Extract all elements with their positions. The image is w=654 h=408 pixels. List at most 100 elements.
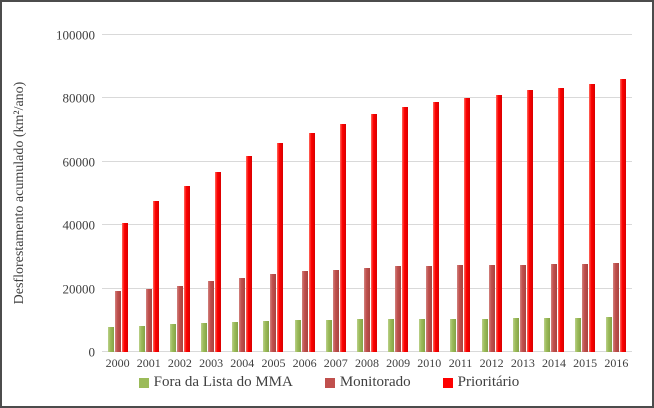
- bar-group-2008: [356, 35, 377, 352]
- bar-fora-da-lista-do-mma-2008: [356, 319, 363, 352]
- x-tick-label-2002: 2002: [167, 356, 192, 370]
- bar-group-2016: [606, 35, 627, 352]
- bar-group-2015: [575, 35, 596, 352]
- bar-fora-da-lista-do-mma-2014: [543, 318, 550, 352]
- y-tick-label-0: 0: [88, 344, 96, 360]
- x-axis-tick-labels: 2000 2001 2002 2003 2004 2005 2006 2007 2008 2009…: [102, 356, 632, 371]
- legend-item-monitorado: Monitorado: [324, 374, 411, 391]
- bar-fora-da-lista-do-mma-2009: [388, 319, 395, 352]
- bar-monitorado-2004: [239, 277, 246, 352]
- bar-fora-da-lista-do-mma-2002: [169, 324, 176, 352]
- bar-group-2012: [481, 35, 502, 352]
- bars-row: [102, 35, 632, 352]
- y-tick-label-80000: 80000: [62, 90, 96, 106]
- bar-group-2007: [325, 35, 346, 352]
- legend-label: Monitorado: [339, 374, 411, 390]
- y-tick-label-40000: 40000: [62, 217, 96, 233]
- bar-monitorado-2012: [488, 264, 495, 352]
- gridline-80000: [102, 97, 632, 99]
- bar-group-2001: [138, 35, 159, 352]
- bar-prioritario-2005: [277, 142, 284, 352]
- legend: Fora da Lista do MMA Monitorado Prioritári…: [2, 374, 652, 391]
- x-tick-label-2000: 2000: [105, 356, 130, 370]
- bar-fora-da-lista-do-mma-2004: [232, 321, 239, 352]
- legend-item-prioritario: Prioritário: [442, 374, 519, 391]
- bar-prioritario-2011: [464, 97, 471, 352]
- x-tick-label-2004: 2004: [230, 356, 255, 370]
- bar-group-2011: [450, 35, 471, 352]
- bar-prioritario-2003: [215, 171, 222, 352]
- bar-prioritario-2008: [370, 113, 377, 352]
- gridline-40000: [102, 224, 632, 226]
- bar-group-2002: [169, 35, 190, 352]
- bar-fora-da-lista-do-mma-2005: [263, 320, 270, 352]
- bar-fora-da-lista-do-mma-2012: [481, 318, 488, 352]
- x-tick-label-2009: 2009: [386, 356, 411, 370]
- bar-fora-da-lista-do-mma-2016: [606, 317, 613, 352]
- bar-fora-da-lista-do-mma-2003: [201, 323, 208, 352]
- x-tick-label-2013: 2013: [510, 356, 535, 370]
- bar-fora-da-lista-do-mma-2007: [325, 319, 332, 352]
- bar-fora-da-lista-do-mma-2010: [419, 318, 426, 352]
- bar-monitorado-2000: [114, 290, 121, 352]
- bar-monitorado-2006: [301, 271, 308, 352]
- bar-monitorado-2016: [613, 262, 620, 352]
- bar-fora-da-lista-do-mma-2001: [138, 326, 145, 352]
- bar-prioritario-2000: [121, 223, 128, 352]
- bar-group-2000: [107, 35, 128, 352]
- legend-swatch-icon: [324, 377, 335, 388]
- x-tick-label-2011: 2011: [448, 356, 473, 370]
- bar-monitorado-2008: [363, 268, 370, 352]
- bar-prioritario-2006: [308, 132, 315, 352]
- bar-group-2003: [201, 35, 222, 352]
- bar-monitorado-2002: [176, 286, 183, 352]
- bar-prioritario-2009: [402, 106, 409, 352]
- bar-fora-da-lista-do-mma-2013: [512, 318, 519, 352]
- y-tick-label-60000: 60000: [62, 154, 96, 170]
- plot-area: [102, 34, 632, 352]
- bar-prioritario-2016: [620, 78, 627, 352]
- bar-monitorado-2007: [332, 269, 339, 352]
- y-tick-label-20000: 20000: [62, 281, 96, 297]
- gridline-60000: [102, 160, 632, 162]
- bar-prioritario-2004: [246, 155, 253, 352]
- bar-group-2009: [388, 35, 409, 352]
- bar-prioritario-2001: [152, 200, 159, 352]
- bar-group-2013: [512, 35, 533, 352]
- x-tick-label-2015: 2015: [573, 356, 598, 370]
- bar-prioritario-2013: [526, 90, 533, 352]
- bar-monitorado-2015: [582, 263, 589, 352]
- bar-fora-da-lista-do-mma-2006: [294, 320, 301, 352]
- x-tick-label-2014: 2014: [541, 356, 566, 370]
- x-tick-label-2016: 2016: [604, 356, 629, 370]
- bar-prioritario-2015: [589, 83, 596, 352]
- bar-prioritario-2014: [557, 87, 564, 352]
- x-tick-label-2005: 2005: [261, 356, 286, 370]
- bar-fora-da-lista-do-mma-2000: [107, 326, 114, 352]
- bar-prioritario-2012: [495, 94, 502, 352]
- x-tick-label-2010: 2010: [417, 356, 442, 370]
- gridline-100000: [102, 34, 632, 35]
- bar-group-2014: [543, 35, 564, 352]
- x-tick-label-2001: 2001: [136, 356, 161, 370]
- legend-label: Fora da Lista do MMA: [153, 374, 293, 390]
- bar-group-2006: [294, 35, 315, 352]
- y-tick-label-100000: 100000: [56, 27, 95, 43]
- bar-group-2004: [232, 35, 253, 352]
- legend-swatch-icon: [138, 377, 149, 388]
- bar-monitorado-2003: [208, 281, 215, 352]
- bar-monitorado-2011: [457, 265, 464, 352]
- bar-monitorado-2014: [550, 264, 557, 352]
- bar-prioritario-2010: [433, 101, 440, 352]
- x-tick-label-2003: 2003: [199, 356, 224, 370]
- x-tick-label-2012: 2012: [479, 356, 504, 370]
- bar-monitorado-2013: [519, 264, 526, 352]
- bar-monitorado-2005: [270, 273, 277, 352]
- bar-group-2005: [263, 35, 284, 352]
- bar-fora-da-lista-do-mma-2011: [450, 318, 457, 352]
- bar-monitorado-2001: [145, 288, 152, 352]
- bar-prioritario-2007: [339, 123, 346, 352]
- legend-swatch-icon: [442, 377, 453, 388]
- x-tick-label-2008: 2008: [354, 356, 379, 370]
